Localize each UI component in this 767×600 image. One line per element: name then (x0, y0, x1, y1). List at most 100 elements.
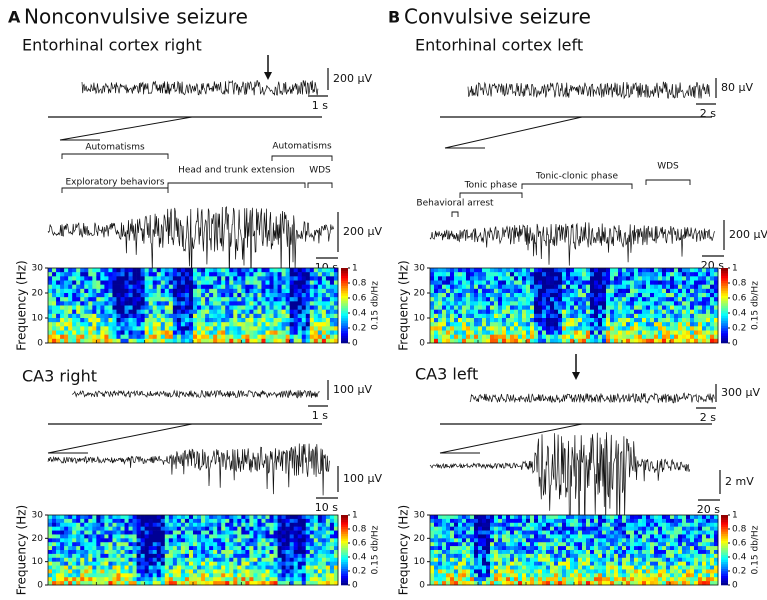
spectrogram-cell (594, 542, 598, 546)
spectrogram-cell (145, 542, 149, 546)
spectrogram-cell (266, 301, 270, 305)
y-tick-label: 20 (414, 289, 426, 299)
spectrogram-cell (546, 538, 550, 542)
spectrogram-cell (161, 562, 165, 566)
spectrogram-cell (165, 554, 169, 558)
spectrogram-cell (678, 314, 682, 318)
spectrogram-cell (474, 542, 478, 546)
spectrogram-cell (602, 534, 606, 538)
spectrogram-cell (104, 335, 108, 339)
spectrogram-cell (506, 306, 510, 310)
spectrogram-cell (169, 268, 173, 272)
spectrogram-cell (502, 527, 506, 531)
spectrogram-cell (574, 301, 578, 305)
spectrogram-cell (582, 326, 586, 330)
spectrogram-cell (626, 314, 630, 318)
spectrogram-cell (614, 550, 618, 554)
spectrogram-cell (654, 318, 658, 322)
spectrogram-cell (72, 569, 76, 573)
spectrogram-cell (60, 281, 64, 285)
spectrogram-cell (149, 538, 153, 542)
spectrogram-cell (466, 289, 470, 293)
spectrogram-cell (173, 519, 177, 523)
spectrogram-cell (76, 542, 80, 546)
spectrogram-cell (245, 306, 249, 310)
spectrogram-cell (149, 306, 153, 310)
spectrogram-cell (318, 297, 322, 301)
spectrogram-cell (261, 281, 265, 285)
colorbar-cell (721, 341, 728, 344)
spectrogram-cell (698, 326, 702, 330)
spectrogram-cell (84, 326, 88, 330)
spectrogram-cell (462, 515, 466, 519)
spectrogram-cell (554, 562, 558, 566)
spectrogram-cell (125, 276, 129, 280)
spectrogram-cell (474, 297, 478, 301)
spectrogram-cell (278, 276, 282, 280)
spectrogram-cell (237, 550, 241, 554)
spectrogram-cell (454, 301, 458, 305)
spectrogram-cell (88, 546, 92, 550)
spectrogram-cell (108, 538, 112, 542)
spectrogram-cell (72, 297, 76, 301)
spectrogram-cell (157, 331, 161, 335)
spectrogram-cell (302, 573, 306, 577)
spectrogram-cell (494, 554, 498, 558)
spectrogram-cell (442, 573, 446, 577)
spectrogram-cell (690, 314, 694, 318)
spectrogram-cell (60, 310, 64, 314)
spectrogram-cell (261, 515, 265, 519)
spectrogram-cell (76, 306, 80, 310)
spectrogram-cell (438, 297, 442, 301)
spectrogram-cell (322, 272, 326, 276)
spectrogram-cell (104, 276, 108, 280)
spectrogram-cell (510, 527, 514, 531)
spectrogram-cell (682, 301, 686, 305)
spectrogram-cell (634, 310, 638, 314)
spectrogram-cell (233, 331, 237, 335)
spectrogram-cell (245, 515, 249, 519)
spectrogram-cell (522, 515, 526, 519)
spectrogram-cell (514, 554, 518, 558)
spectrogram-cell (157, 546, 161, 550)
spectrogram-cell (141, 566, 145, 570)
spectrogram-cell (257, 322, 261, 326)
spectrogram-cell (510, 554, 514, 558)
spectrogram-cell (626, 310, 630, 314)
spectrogram-cell (84, 577, 88, 581)
spectrogram-cell (245, 310, 249, 314)
spectrogram-cell (598, 534, 602, 538)
spectrogram-cell (322, 550, 326, 554)
spectrogram-cell (177, 523, 181, 527)
spectrogram-cell (157, 550, 161, 554)
spectrogram-cell (149, 531, 153, 535)
spectrogram-cell (430, 562, 434, 566)
spectrogram-cell (550, 538, 554, 542)
spectrogram-cell (213, 326, 217, 330)
spectrogram-cell (282, 281, 286, 285)
spectrogram-cell (606, 318, 610, 322)
spectrogram-cell (514, 519, 518, 523)
spectrogram-cell (314, 554, 318, 558)
spectrogram-cell (694, 318, 698, 322)
spectrogram-cell (213, 573, 217, 577)
spectrogram-cell (474, 301, 478, 305)
spectrogram-cell (84, 566, 88, 570)
spectrogram-cell (141, 281, 145, 285)
spectrogram-cell (68, 515, 72, 519)
spectrogram-cell (558, 542, 562, 546)
spectrogram-cell (217, 527, 221, 531)
spectrogram-cell (169, 301, 173, 305)
spectrogram-cell (217, 276, 221, 280)
spectrogram-cell (678, 326, 682, 330)
spectrogram-cell (618, 293, 622, 297)
spectrogram-cell (690, 281, 694, 285)
spectrogram-cell (298, 538, 302, 542)
spectrogram-cell (121, 554, 125, 558)
spectrogram-cell (462, 297, 466, 301)
spectrogram-cell (530, 515, 534, 519)
spectrogram-cell (145, 301, 149, 305)
spectrogram-cell (594, 272, 598, 276)
spectrogram-cell (634, 276, 638, 280)
spectrogram-cell (618, 534, 622, 538)
